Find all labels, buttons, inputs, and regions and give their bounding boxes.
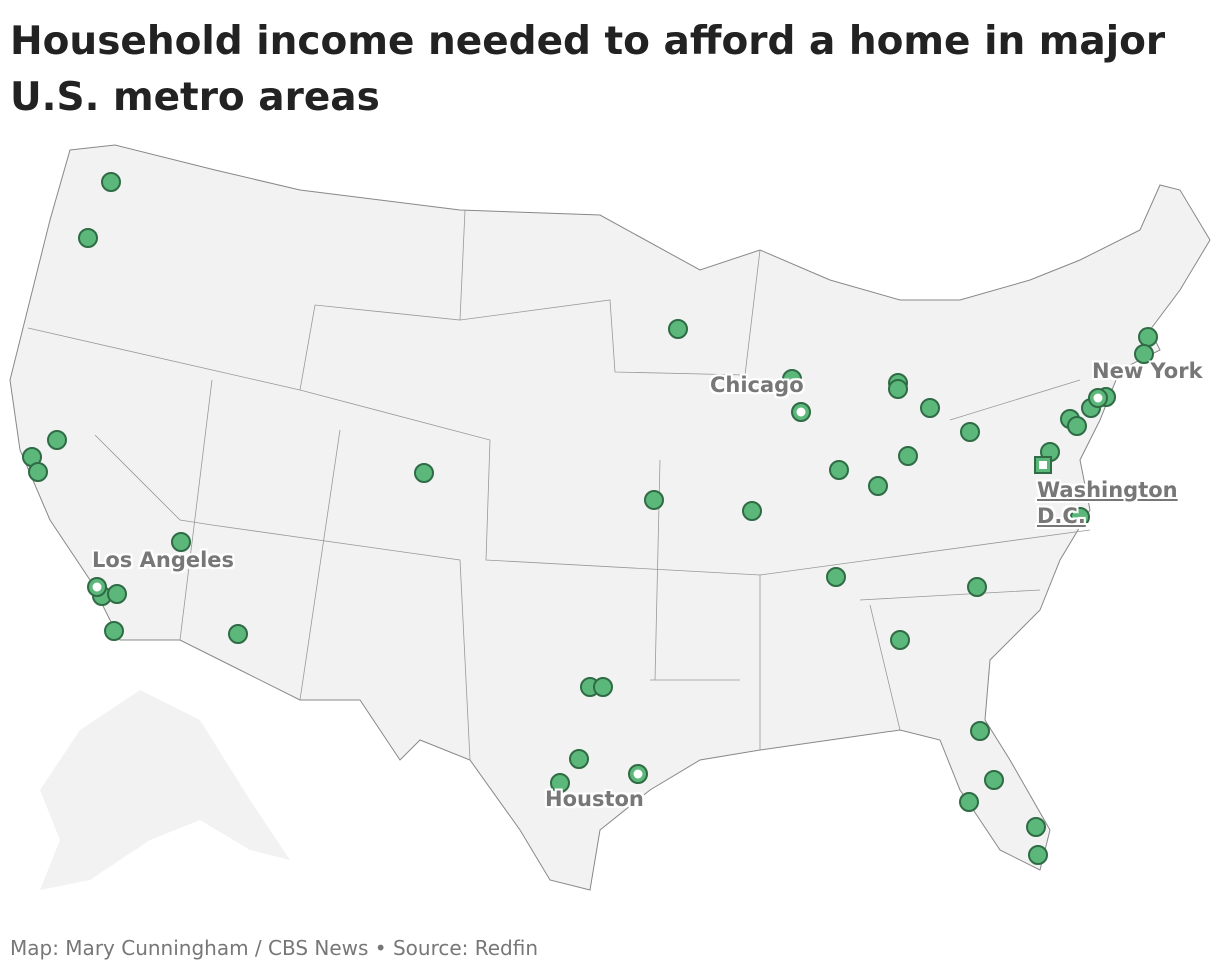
metro-dot xyxy=(668,319,688,339)
metro-dot xyxy=(898,446,918,466)
metro-dot xyxy=(644,490,664,510)
metro-dot xyxy=(171,532,191,552)
metro-dot xyxy=(970,721,990,741)
metro-dot xyxy=(569,749,589,769)
labeled-cities xyxy=(87,388,1108,784)
metro-dot xyxy=(414,463,434,483)
metro-dot xyxy=(920,398,940,418)
metro-dot xyxy=(868,476,888,496)
metro-dot xyxy=(1028,845,1048,865)
city-label: Houston xyxy=(545,787,644,811)
city-label: Chicago xyxy=(710,373,804,397)
metro-dot xyxy=(959,792,979,812)
metro-dot xyxy=(101,172,121,192)
metro-dot xyxy=(104,621,124,641)
metro-dot xyxy=(1026,817,1046,837)
metro-dot xyxy=(107,584,127,604)
metro-dot xyxy=(888,379,908,399)
state-lines xyxy=(27,209,1091,761)
city-label: New York xyxy=(1092,359,1203,383)
title: Household income needed to afford a home… xyxy=(10,19,1166,120)
footer: Map: Mary Cunningham / CBS News • Source… xyxy=(10,936,539,960)
metro-dot xyxy=(1067,416,1087,436)
metro-dot xyxy=(782,369,802,389)
city-label: Washington D.C. xyxy=(1037,478,1178,528)
metro-dot xyxy=(228,624,248,644)
metro-dot xyxy=(984,770,1004,790)
metro-dot xyxy=(1138,327,1158,347)
metro-dot xyxy=(593,677,613,697)
alaska xyxy=(40,690,290,890)
metro-dot xyxy=(890,630,910,650)
metro-dot xyxy=(829,460,849,480)
metro-dot xyxy=(47,430,67,450)
metro-dot xyxy=(550,773,570,793)
metro-dot xyxy=(1134,344,1154,364)
metro-dot xyxy=(826,567,846,587)
metro-dot xyxy=(78,228,98,248)
metro-dot xyxy=(28,462,48,482)
metro-dot xyxy=(742,501,762,521)
metro-dot xyxy=(967,577,987,597)
metro-dot xyxy=(1070,507,1090,527)
city-label: Los Angeles xyxy=(92,548,235,572)
metro-dot xyxy=(960,422,980,442)
